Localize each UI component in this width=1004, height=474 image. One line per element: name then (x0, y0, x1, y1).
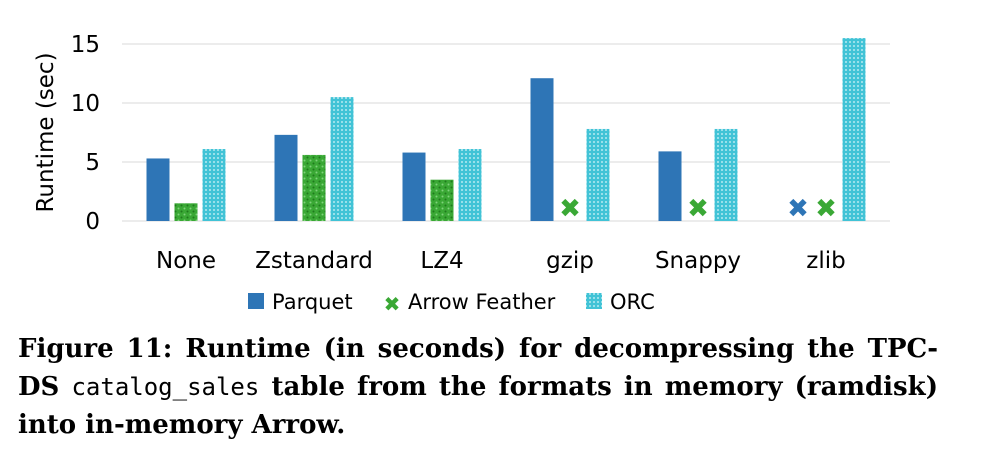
unsupported-marker-arrow-feather-snappy: ✖ (687, 194, 709, 224)
legend: Parquet ✖ Arrow Feather ORC (248, 290, 655, 316)
bar-orc-gzip (586, 128, 610, 221)
x-tick-label: LZ4 (420, 248, 463, 274)
x-tick-label: Snappy (655, 248, 741, 274)
bar-orc-zstandard (330, 97, 354, 221)
legend-label-parquet: Parquet (272, 290, 353, 314)
unsupported-marker-arrow-feather-zlib: ✖ (815, 194, 837, 224)
bar-orc-snappy (714, 128, 738, 221)
gridlines (122, 43, 890, 222)
bar-orc-lz4 (458, 149, 482, 221)
y-axis-label: Runtime (sec) (33, 52, 59, 212)
y-tick-label: 5 (85, 150, 100, 176)
legend-swatch-arrow-feather: ✖ (384, 292, 401, 316)
y-tick-label: 15 (71, 32, 100, 58)
unsupported-marker-arrow-feather-gzip: ✖ (559, 194, 581, 224)
unsupported-markers: ✖ ✖ ✖ ✖ (559, 194, 837, 224)
y-tick-label: 0 (85, 209, 100, 235)
bar-parquet-lz4 (402, 152, 426, 221)
caption-lead: Figure 11: Runtime (in seconds) for deco… (18, 334, 938, 402)
legend-swatch-parquet (248, 293, 264, 309)
bar-orc-none (202, 149, 226, 221)
x-tick-labels: None Zstandard LZ4 gzip Snappy zlib (156, 248, 846, 274)
legend-label-arrow-feather: Arrow Feather (408, 290, 556, 314)
legend-label-orc: ORC (610, 290, 655, 314)
y-tick-label: 10 (71, 91, 100, 117)
bar-parquet-gzip (530, 78, 554, 221)
x-tick-label: None (156, 248, 216, 274)
x-tick-label: Zstandard (255, 248, 373, 274)
bar-orc-zlib (842, 38, 866, 221)
bars (146, 38, 866, 221)
bar-parquet-snappy (658, 151, 682, 221)
unsupported-marker-parquet-zlib: ✖ (787, 194, 809, 224)
bar-parquet-zstandard (274, 134, 298, 221)
bar-arrow-feather-none (174, 203, 198, 221)
bar-parquet-none (146, 158, 170, 221)
bar-arrow-feather-zstandard (302, 154, 326, 221)
figure-caption: Figure 11: Runtime (in seconds) for deco… (18, 330, 938, 444)
bar-arrow-feather-lz4 (430, 179, 454, 221)
x-tick-label: gzip (546, 248, 594, 274)
legend-swatch-orc (586, 293, 602, 309)
y-tick-labels: 0 5 10 15 (71, 32, 100, 235)
x-tick-label: zlib (806, 248, 845, 274)
caption-tail: table from the formats in memory (ramdis… (18, 372, 938, 440)
caption-code: catalog_sales (71, 373, 260, 401)
